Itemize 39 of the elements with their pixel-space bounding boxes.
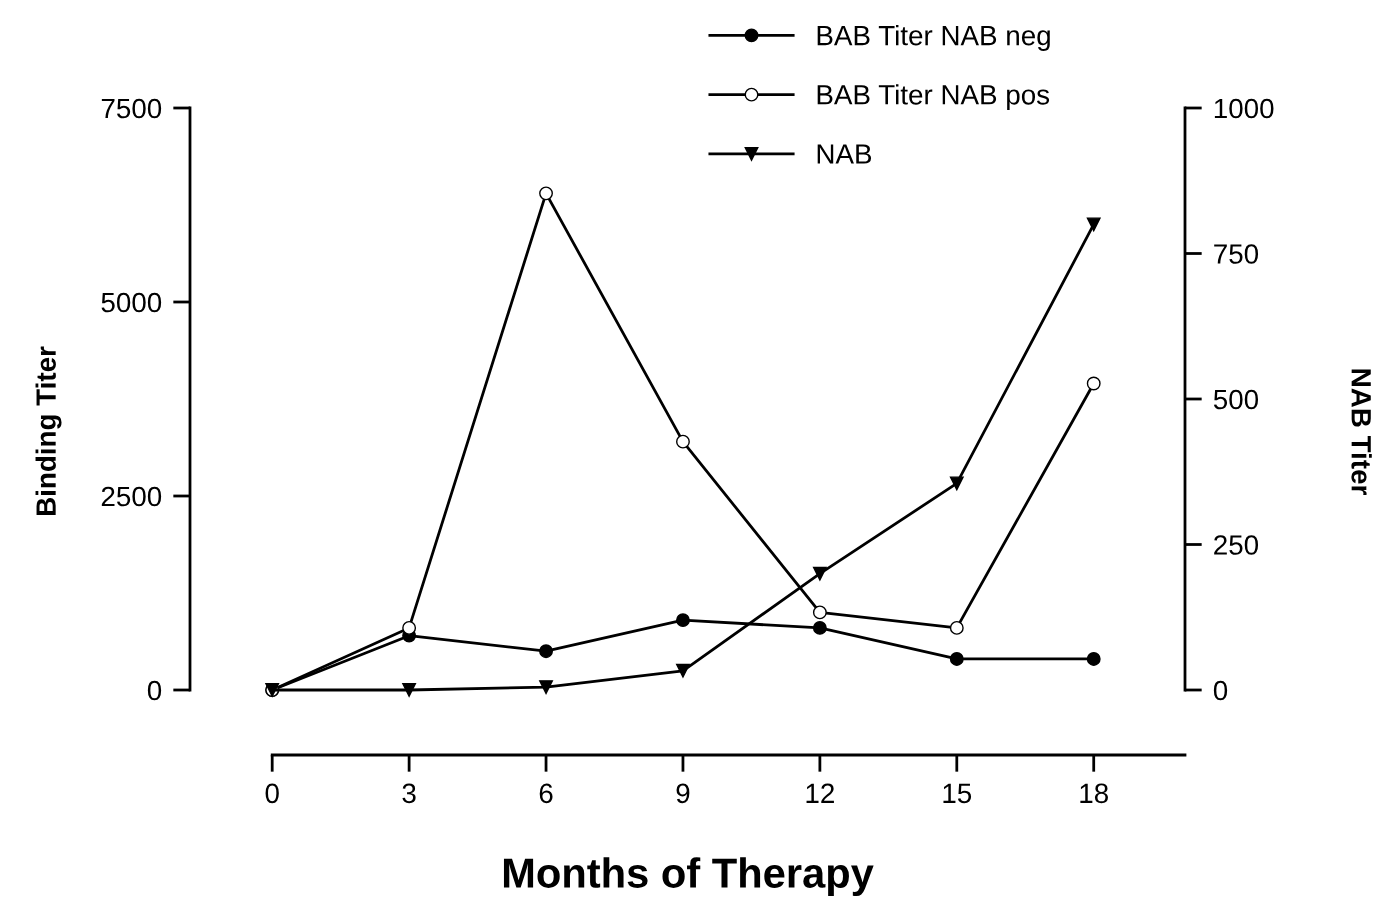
x-tick-label: 6 [539, 783, 553, 804]
point [1086, 652, 1101, 666]
y-tick-label: 7500 [101, 98, 162, 119]
point [949, 476, 964, 491]
point [539, 680, 553, 695]
x-tick-label: 15 [943, 783, 972, 804]
point [539, 186, 553, 201]
point [539, 644, 553, 659]
point [812, 605, 827, 620]
x-tick-label: 3 [402, 783, 416, 804]
y2-tick-label: 500 [1213, 389, 1259, 410]
x-tick-label: 18 [1080, 783, 1108, 804]
point [676, 434, 690, 449]
y-tick-label: 2500 [101, 486, 162, 507]
y2-tick-label: 250 [1214, 535, 1259, 555]
point [676, 613, 690, 628]
x-axis-title: Months of Therapy [503, 857, 874, 897]
point [402, 620, 417, 635]
y2-tick-label: 1000 [1214, 98, 1274, 119]
y2-axis-title: NAB Titer [1351, 369, 1372, 495]
x-tick-label: 12 [806, 783, 834, 803]
y-tick-label: 0 [147, 680, 162, 701]
y-axis-title: Binding Titer [35, 346, 62, 516]
point [1086, 217, 1101, 232]
y2-tick-label: 750 [1214, 244, 1259, 264]
legend-label: BAB Titer NAB pos [817, 84, 1050, 111]
point [812, 620, 827, 635]
point [812, 566, 827, 581]
point [949, 652, 964, 666]
y-tick-label: 5000 [101, 292, 162, 313]
x-tick-label: 0 [265, 783, 279, 804]
point [1086, 376, 1101, 391]
legend-label: NAB [817, 144, 872, 164]
legend-label: BAB Titer NAB neg [817, 25, 1050, 51]
point [949, 620, 964, 635]
x-tick-label: 9 [676, 783, 690, 804]
y2-tick-label: 0 [1213, 680, 1228, 701]
point [676, 663, 690, 678]
point [402, 683, 417, 697]
